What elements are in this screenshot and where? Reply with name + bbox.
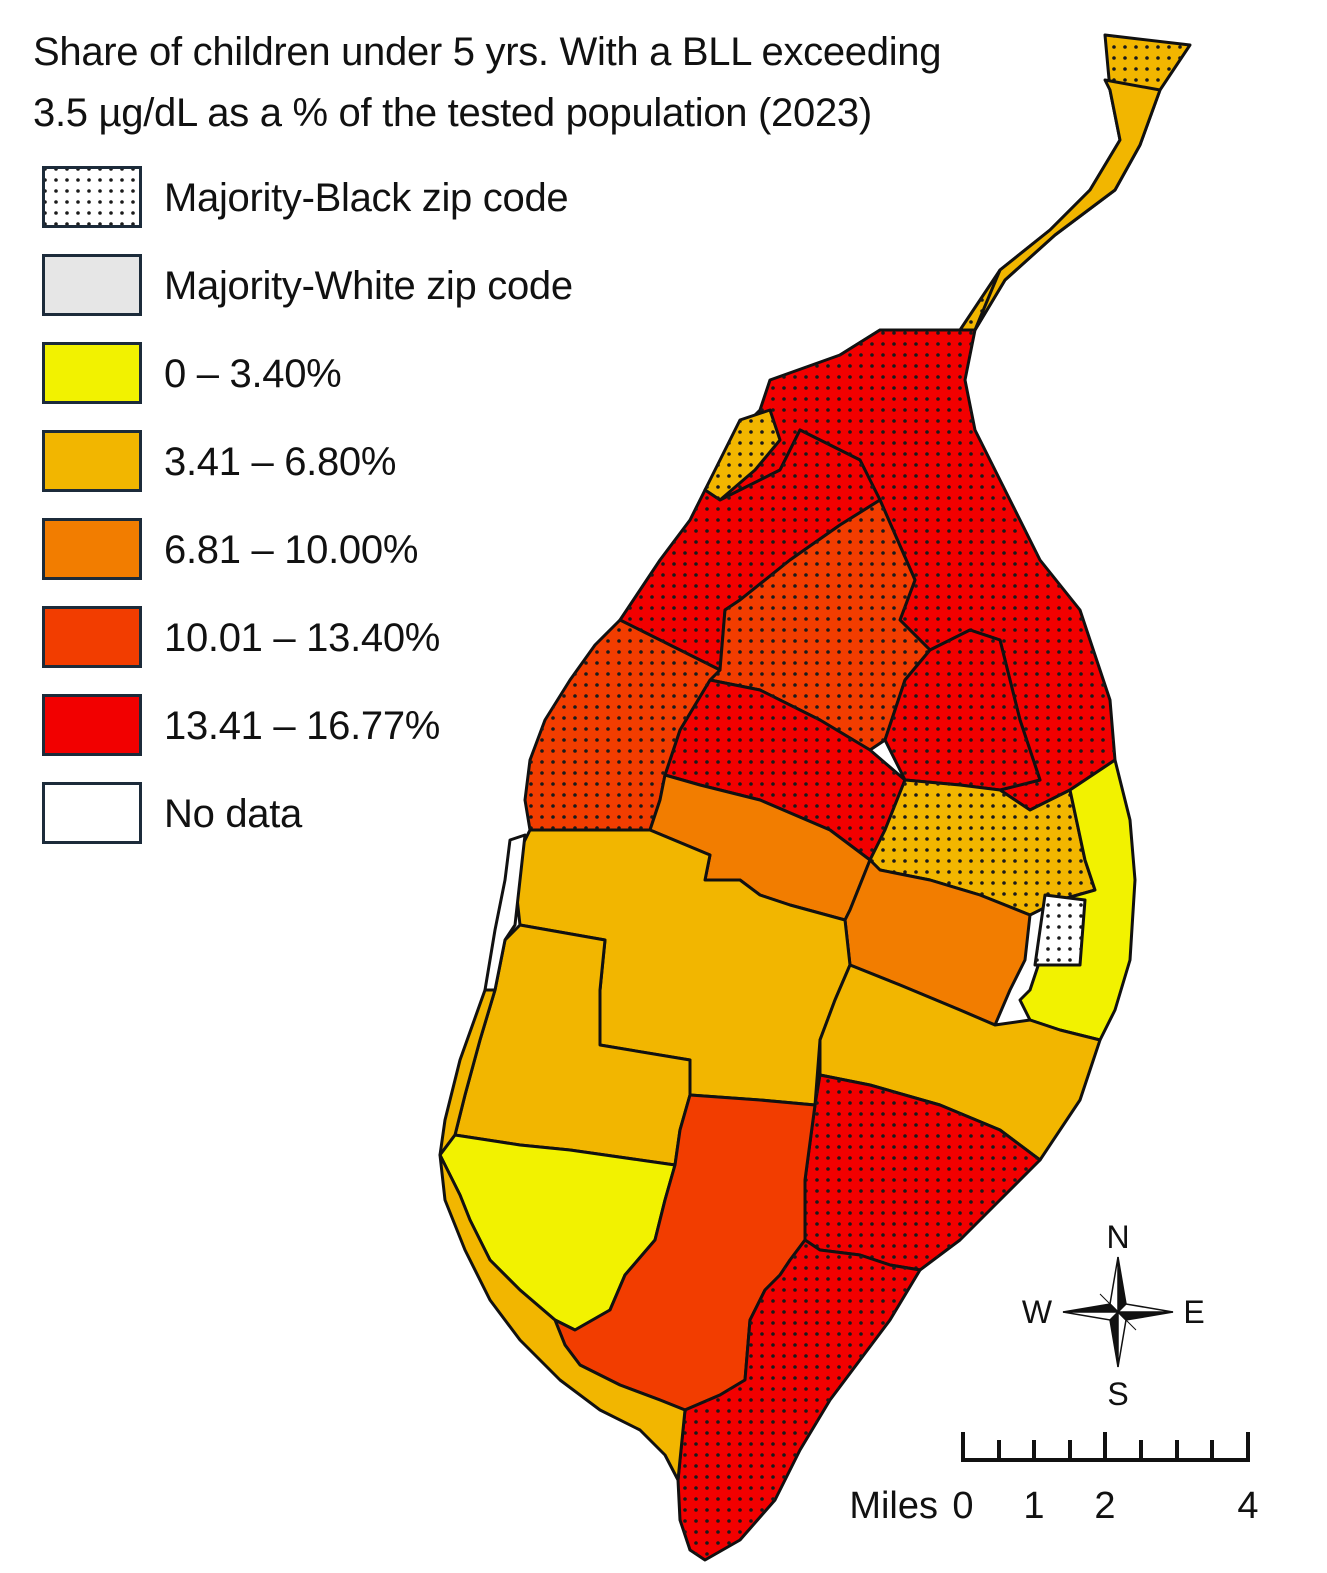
legend-label: 6.81 – 10.00% — [164, 528, 419, 572]
zip-west-north-dots — [525, 620, 720, 830]
zip-east-orange-lower — [818, 963, 1102, 1162]
legend-item-range-2: 3.41 – 6.80% — [42, 430, 662, 498]
zip-south-east-red-dots — [805, 1075, 1040, 1270]
legend-item-no-data: No data — [42, 782, 662, 850]
legend-item-range-5: 13.41 – 16.77% — [42, 694, 662, 762]
legend-label: 10.01 – 13.40% — [164, 616, 441, 660]
zip-no-data-west — [483, 833, 527, 992]
legend-swatch — [42, 518, 142, 580]
compass-rose-icon — [1062, 1256, 1174, 1368]
compass-north-label: N — [1106, 1219, 1129, 1255]
compass-south-label: S — [1107, 1376, 1128, 1412]
legend-label: 13.41 – 16.77% — [164, 704, 441, 748]
compass-east-label: E — [1183, 1294, 1204, 1330]
map-title: Share of children under 5 yrs. With a BL… — [33, 22, 1013, 144]
legend-swatch — [42, 782, 142, 844]
scale-bar — [961, 1432, 1250, 1462]
legend-item-range-4: 10.01 – 13.40% — [42, 606, 662, 674]
legend-swatch — [42, 342, 142, 404]
zip-north-upper — [973, 78, 1162, 332]
zip-east-red-dots — [885, 630, 1040, 790]
legend-label: 0 – 3.40% — [164, 352, 342, 396]
legend-item-majority-black: Majority-Black zip code — [42, 166, 662, 234]
legend-swatch — [42, 166, 142, 228]
compass-west-label: W — [1022, 1294, 1053, 1330]
zip-no-data-dotted-dots — [1035, 895, 1085, 965]
scale-tick-label: 2 — [1094, 1485, 1115, 1527]
legend-item-majority-white: Majority-White zip code — [42, 254, 662, 322]
scale-unit-label: Miles — [849, 1485, 938, 1527]
legend-swatch — [42, 254, 142, 316]
legend-swatch — [42, 430, 142, 492]
legend-label: Majority-White zip code — [164, 264, 573, 308]
scale-tick-label: 0 — [952, 1485, 973, 1527]
legend-swatch — [42, 694, 142, 756]
zip-upper-left-red-dots — [620, 430, 880, 670]
legend-item-range-1: 0 – 3.40% — [42, 342, 662, 410]
legend-label: Majority-Black zip code — [164, 176, 569, 220]
zip-central-north-dots — [710, 500, 930, 750]
zip-south-tip-red-dots — [678, 1240, 920, 1560]
legend-item-range-3: 6.81 – 10.00% — [42, 518, 662, 586]
scale-tick-label: 1 — [1023, 1485, 1044, 1527]
zip-south-west-edge — [438, 1153, 687, 1482]
zip-north-tip-dots — [840, 35, 1190, 355]
zip-center-red-dots — [665, 680, 905, 860]
map-title-line-2: 3.5 µg/dL as a % of the tested populatio… — [33, 91, 872, 135]
map-title-line-1: Share of children under 5 yrs. With a BL… — [33, 30, 942, 74]
legend-label: No data — [164, 792, 302, 836]
legend-swatch — [42, 606, 142, 668]
legend-label: 3.41 – 6.80% — [164, 440, 397, 484]
scale-tick-label: 4 — [1237, 1485, 1258, 1527]
zip-east-dotted-orange-dots — [870, 780, 1095, 915]
zip-north-small-dots — [705, 410, 780, 500]
